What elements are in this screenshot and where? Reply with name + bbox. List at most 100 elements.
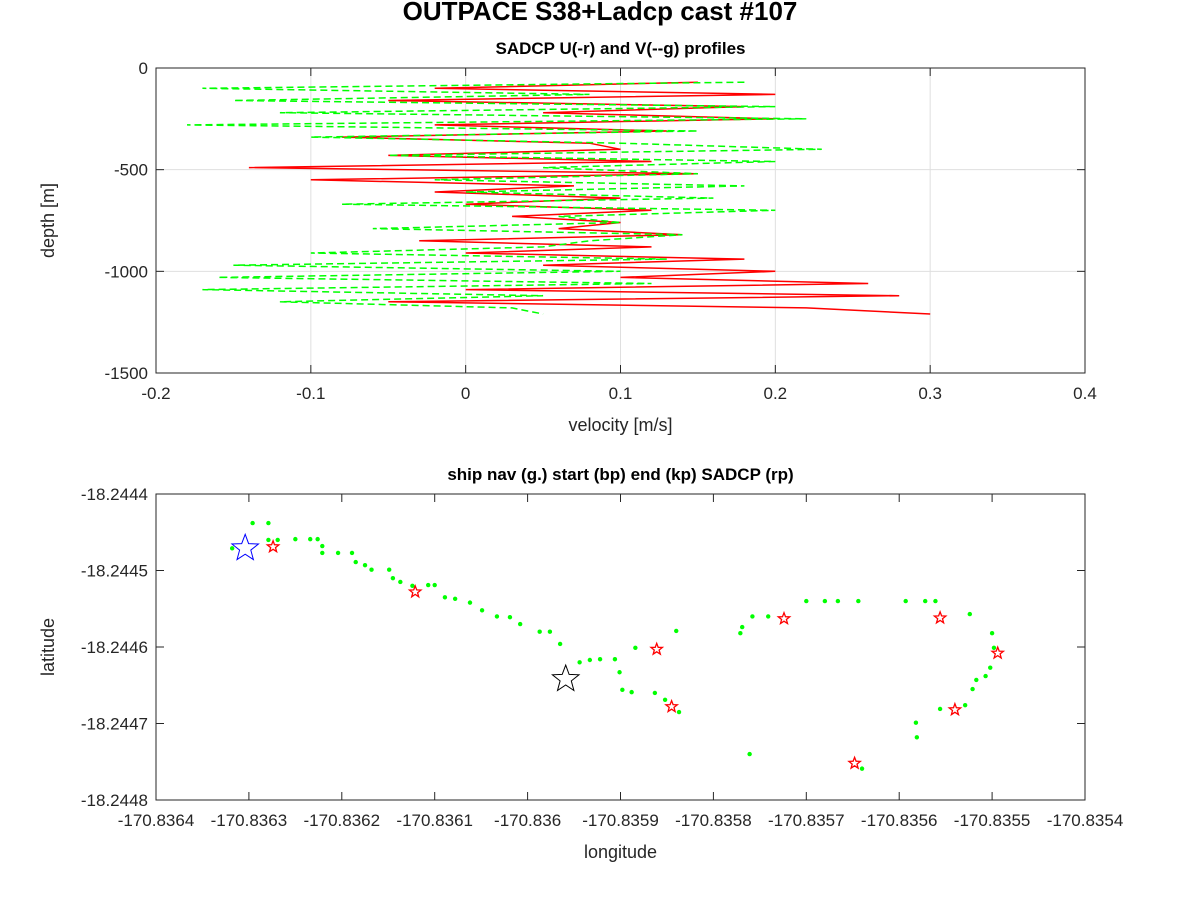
nav-point <box>835 598 841 604</box>
nav-point <box>398 579 403 585</box>
nav-point <box>442 595 448 600</box>
nav-point <box>617 670 622 675</box>
y-tick-label: -18.2445 <box>81 562 148 581</box>
nav-point <box>275 537 280 543</box>
nav-point <box>425 582 431 588</box>
nav-point <box>308 536 313 542</box>
x-tick-label: -170.8359 <box>582 811 659 830</box>
nav-point <box>335 550 341 556</box>
x-tick-label: -170.8364 <box>118 811 195 830</box>
nav-point <box>914 735 920 740</box>
plot-area <box>156 494 1085 800</box>
nav-point <box>547 629 553 634</box>
nav-point <box>494 614 500 619</box>
sadcp-point <box>407 584 423 599</box>
sadcp-point <box>990 645 1006 660</box>
nav-point <box>662 697 668 702</box>
nav-point <box>349 550 355 556</box>
nav-point <box>750 614 755 619</box>
sadcp-point <box>847 755 863 770</box>
nav-point <box>633 645 638 650</box>
nav-point <box>557 641 563 647</box>
cast-point <box>230 532 260 561</box>
nav-point <box>410 583 415 588</box>
nav-point <box>250 520 255 526</box>
y-tick-label: 0 <box>139 59 148 78</box>
nav-point <box>452 596 458 602</box>
x-tick-label: -170.8358 <box>675 811 752 830</box>
x-tick-label: -0.1 <box>296 384 325 403</box>
nav-point <box>923 598 928 604</box>
x-tick-label: 0.2 <box>764 384 788 403</box>
y-tick-label: -18.2446 <box>81 638 148 657</box>
x-tick-label: 0 <box>461 384 470 403</box>
x-tick-label: -170.8354 <box>1047 811 1124 830</box>
x-tick-label: -170.8356 <box>861 811 938 830</box>
nav-point <box>587 657 593 663</box>
x-tick-label: -0.2 <box>141 384 170 403</box>
y-tick-label: -1500 <box>105 364 148 383</box>
nav-point <box>989 631 995 636</box>
nav-point <box>386 567 392 572</box>
profile-line <box>186 81 822 315</box>
nav-point <box>362 562 368 568</box>
axes-box <box>155 493 1086 801</box>
nav-point <box>738 631 743 636</box>
nav-point <box>933 598 938 604</box>
x-tick-label: 0.1 <box>609 384 633 403</box>
sadcp-point <box>776 610 792 625</box>
nav-point <box>822 598 828 604</box>
nav-point <box>937 706 943 712</box>
nav-point <box>962 702 968 708</box>
nav-point <box>983 673 988 679</box>
y-tick-label: -18.2444 <box>81 485 148 504</box>
nav-point <box>432 582 437 588</box>
nav-point <box>266 537 271 543</box>
nav-point <box>747 751 752 757</box>
nav-point <box>991 645 997 650</box>
y-tick-label: -18.2447 <box>81 715 148 734</box>
cast-point <box>551 663 581 692</box>
x-axis-label: longitude <box>584 842 657 862</box>
sadcp-point <box>947 701 963 717</box>
x-tick-label: 0.3 <box>918 384 942 403</box>
nav-point <box>315 536 320 542</box>
y-tick-label: -18.2448 <box>81 791 148 810</box>
figure-title: OUTPACE S38+Ladcp cast #107 <box>403 0 798 26</box>
y-axis-label: depth [m] <box>38 183 58 258</box>
nav-point <box>903 598 908 604</box>
sadcp-point <box>265 538 281 554</box>
x-tick-label: -170.8362 <box>304 811 381 830</box>
nav-point <box>369 567 374 572</box>
nav-point <box>674 628 679 634</box>
nav-point <box>988 665 993 670</box>
nav-point <box>597 657 603 662</box>
nav-point <box>629 689 634 695</box>
sadcp-point <box>932 610 948 625</box>
nav-point <box>479 608 485 613</box>
nav-point <box>859 766 865 771</box>
y-tick-label: -500 <box>114 161 148 180</box>
nav-point <box>676 709 682 715</box>
nav-point <box>507 614 513 620</box>
nav-point <box>913 720 919 725</box>
sadcp-point <box>649 641 665 656</box>
nav-point <box>739 624 745 630</box>
nav-point <box>974 677 979 683</box>
nav-point <box>353 559 358 565</box>
y-axis-label: latitude <box>38 618 58 676</box>
nav-point <box>320 550 325 556</box>
subplot-title: SADCP U(-r) and V(--g) profiles <box>496 39 746 58</box>
nav-point <box>293 536 298 542</box>
nav-point <box>577 660 582 665</box>
x-tick-label: -170.836 <box>494 811 561 830</box>
sadcp-point <box>664 698 680 713</box>
x-axis-label: velocity [m/s] <box>568 415 672 435</box>
nav-point <box>804 598 809 604</box>
x-tick-label: 0.4 <box>1073 384 1097 403</box>
nav-point <box>517 621 523 627</box>
nav-point <box>856 598 861 604</box>
nav-point <box>766 614 771 619</box>
